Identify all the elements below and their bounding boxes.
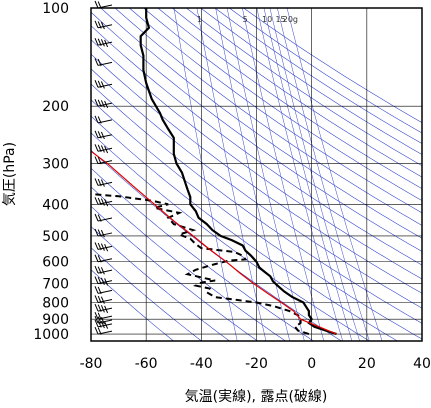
wind-barb [94,178,113,187]
dry-adiabat-line [91,39,422,280]
temperature-line [139,8,337,336]
wind-barb [94,98,113,109]
dry-adiabat-line [91,25,422,266]
dry-adiabat-line [100,8,422,239]
wind-barb [94,265,113,275]
x-tick-label: -40 [190,356,213,372]
wind-barb [94,213,113,222]
mixing-ratio-line [242,8,325,341]
wind-barb [94,156,113,165]
dry-adiabat-line [200,8,422,155]
dry-adiabat-line [129,8,422,214]
wind-barb [94,315,113,325]
dry-adiabat-line [91,99,422,340]
y-tick-label: 900 [42,312,69,328]
x-tick-label: 40 [413,356,431,372]
wind-barbs [94,0,113,335]
x-tick-label: 20 [358,356,376,372]
dry-adiabat-line [172,8,422,178]
dry-adiabat-line [186,8,422,167]
mixing-ratio-line [269,8,360,341]
dry-adiabat-line [91,115,398,341]
wind-barb [94,295,113,304]
mixing-ratio-line [173,8,238,341]
grid-lines [90,7,423,341]
y-tick-label: 200 [42,99,69,115]
dry-adiabat-line [91,205,258,341]
wind-barb [94,326,113,335]
mixing-ratio-label: 5 [243,15,248,24]
x-tick-label: -80 [80,356,103,372]
y-tick-label: 800 [42,295,69,311]
mixing-ratio-line [215,8,290,341]
series-layer [91,8,337,336]
dry-adiabat-line [143,8,422,201]
mixing-ratio-label: 10 [262,15,272,24]
x-tick-label: -60 [135,356,158,372]
dry-adiabat-line [91,11,422,252]
x-tick-label: 0 [307,356,316,372]
mixing-ratio-line [263,8,353,341]
wind-barb [94,228,113,238]
mixing-ratio-label: 15 [275,15,285,24]
wind-barb [94,242,113,252]
x-tick-label: -20 [245,356,268,372]
dry-adiabat-line [91,68,422,309]
wind-barb [94,20,113,30]
wind-barb [94,319,113,329]
y-tick-label: 300 [42,157,69,173]
mixing-ratio-line [256,8,343,341]
wind-barb [94,254,113,263]
y-tick-label: 600 [42,255,69,271]
parcel-line [91,150,337,335]
dry-adiabat-line [157,8,422,190]
dry-adiabat-line [91,226,230,341]
mixing-ratio-line [286,8,383,341]
mixing-ratio-line [226,8,305,341]
y-tick-label: 700 [42,277,69,293]
y-tick-label: 500 [42,229,69,245]
y-tick-label: 100 [42,1,69,17]
background-guide-lines [91,8,422,341]
wind-barb [94,311,113,320]
y-tick-label: 400 [42,197,69,213]
dry-adiabat-line [91,269,174,341]
wind-barb [94,276,113,286]
x-axis-title: 気温(実線), 露点(破線) [185,389,328,405]
wind-barb [94,286,113,295]
wind-barb [94,303,113,314]
wind-barb [94,197,113,207]
mixing-ratio-label: 20g [283,15,298,24]
dry-adiabat-line [114,8,422,226]
x-tick-labels: -80 -60 -40 -20 0 20 40 [80,356,431,372]
wind-barb [94,115,113,124]
wind-barb [94,37,113,48]
dry-adiabat-line [91,247,202,341]
dewpoint-line [91,193,310,336]
wind-barb [94,144,113,154]
dry-adiabat-line [229,8,422,134]
wind-barb [94,80,113,89]
wind-barb [94,130,113,140]
dry-adiabat-line [91,186,286,341]
dry-adiabat-line [91,83,422,324]
plot-frame [90,7,423,342]
dry-adiabat-line [214,8,422,144]
y-axis-title: 気圧(hPa) [2,142,18,206]
dry-adiabat-line [91,167,314,341]
y-tick-label: 1000 [33,327,69,343]
mixing-ratio-line [196,8,267,341]
mixing-ratio-label: 1 [197,15,202,24]
wind-barb [94,58,113,67]
dry-adiabat-line [91,53,422,294]
